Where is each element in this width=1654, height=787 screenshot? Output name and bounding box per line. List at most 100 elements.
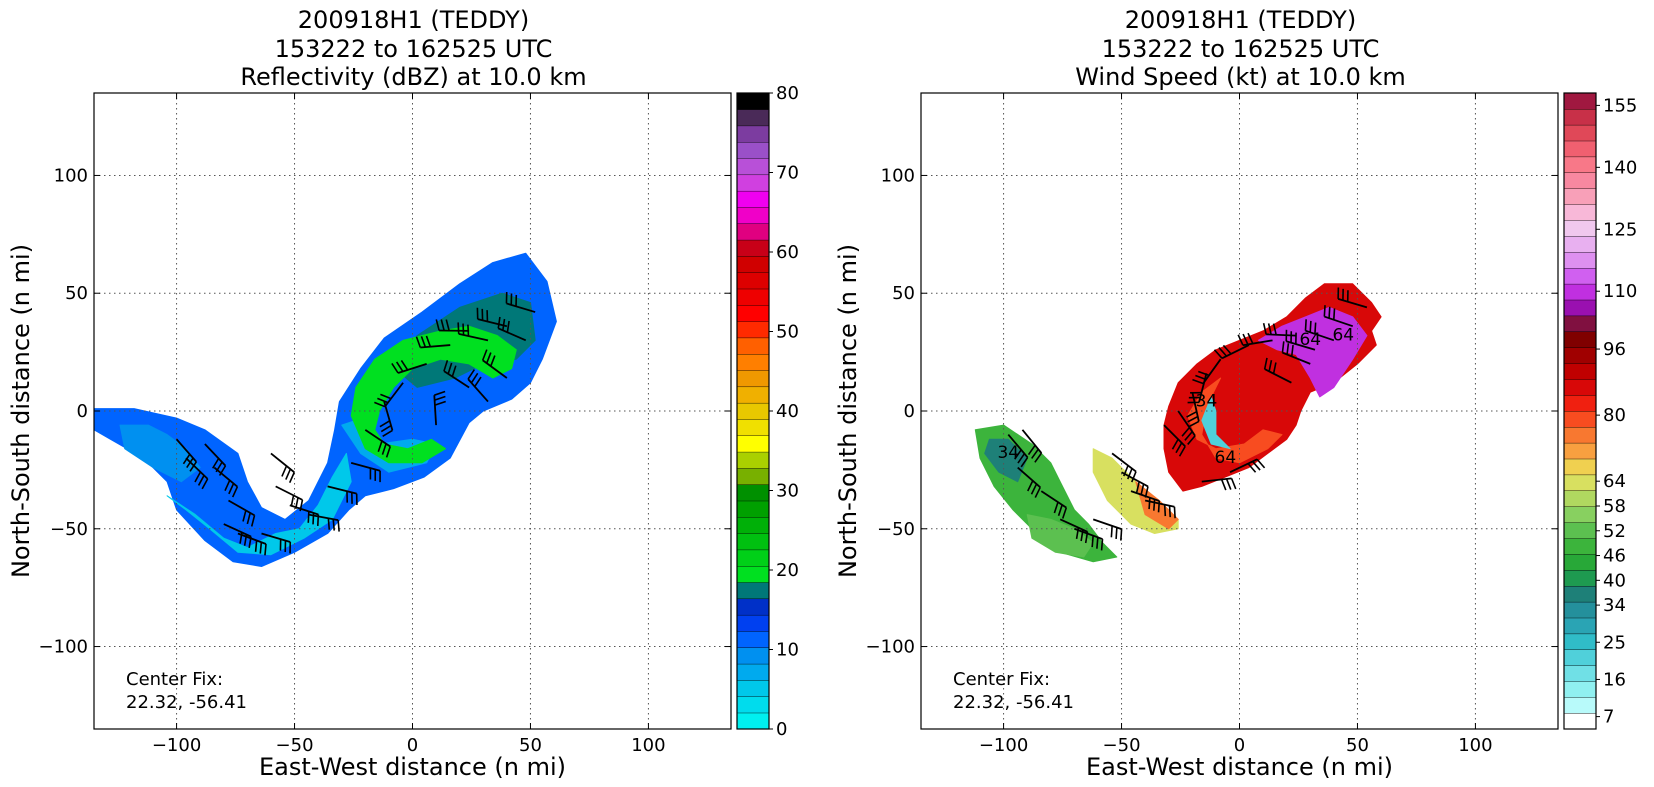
- wind-barb: [476, 307, 508, 328]
- colorbar-tick-label: 10: [776, 640, 799, 661]
- colorbar-segment: [736, 386, 770, 404]
- colorbar-segment: [736, 679, 770, 697]
- wind-barb: [1229, 458, 1266, 474]
- wind-barb: [1187, 373, 1208, 404]
- colorbar-segment: [736, 451, 770, 469]
- wind-barb: [391, 359, 427, 374]
- colorbar-tick-label: 125: [1603, 219, 1637, 240]
- plot-area: 34 64 64 64 34: [921, 93, 1558, 729]
- colorbar-segment: [736, 582, 770, 600]
- contour-label: 34: [997, 443, 1019, 463]
- colorbar-segment: [1563, 569, 1597, 587]
- colorbar-segment: [1563, 665, 1597, 682]
- y-tick-label: 0: [904, 401, 915, 422]
- data-region-2: [1026, 514, 1094, 558]
- y-tick-label: 50: [892, 283, 915, 304]
- colorbar-segment: [1563, 712, 1597, 730]
- colorbar-segment: [736, 337, 770, 355]
- x-tick-label: 50: [519, 735, 542, 756]
- wind-barb: [327, 485, 358, 506]
- x-axis-label: East-West distance (n mi): [259, 753, 566, 781]
- wind-barb: [1130, 490, 1161, 513]
- colorbar-segment: [1563, 681, 1597, 698]
- colorbar-segment: [1563, 235, 1597, 253]
- wind-barb: [1337, 287, 1368, 309]
- wind-barb: [1237, 332, 1273, 347]
- wind-barb: [1092, 518, 1123, 541]
- wind-barb: [350, 461, 381, 483]
- y-tick-label: −50: [877, 519, 915, 540]
- colorbar-tick-label: 80: [1603, 405, 1626, 426]
- x-tick-label: 0: [1234, 735, 1245, 756]
- wind-barb: [270, 452, 296, 484]
- title-line-3: Reflectivity (dBZ) at 10.0 km: [240, 63, 587, 91]
- wind-barb: [308, 513, 340, 532]
- colorbar-segment: [736, 630, 770, 648]
- colorbar-segment: [736, 402, 770, 420]
- x-tick-label: 0: [407, 735, 418, 756]
- colorbar-segment: [1563, 426, 1597, 444]
- colorbar-segment: [736, 418, 770, 436]
- wind-barb: [237, 532, 267, 556]
- data-region-2: [119, 424, 201, 483]
- wind-barb: [213, 466, 239, 498]
- colorbar-frame: [1563, 92, 1597, 730]
- wind-barb: [467, 369, 489, 403]
- colorbar-segment: [1563, 108, 1597, 126]
- colorbar-tick-label: 46: [1603, 546, 1626, 567]
- colorbar-tick-label: 64: [1603, 471, 1626, 492]
- colorbar-segment: [736, 467, 770, 485]
- wind-barb: [1281, 341, 1311, 365]
- wind-barb: [457, 322, 489, 342]
- colorbar-segment: [1563, 394, 1597, 412]
- x-tick-label: −50: [1103, 735, 1141, 756]
- colorbar-tick-label: 20: [776, 560, 799, 581]
- colorbar-segment: [1563, 156, 1597, 174]
- colorbar-segment: [1563, 522, 1597, 539]
- colorbar-segment: [736, 239, 770, 257]
- wind-barb: [497, 316, 527, 342]
- x-tick-label: −50: [276, 735, 314, 756]
- colorbar-tick-label: 58: [1603, 496, 1626, 517]
- wind-barb: [1323, 305, 1354, 328]
- wind-barb: [1192, 358, 1222, 385]
- colorbar-tick-label: 140: [1603, 157, 1637, 178]
- colorbar-segment: [1563, 633, 1597, 650]
- colorbar-segment: [736, 321, 770, 339]
- y-tick-label: −50: [50, 519, 88, 540]
- contour-label: 64: [1299, 330, 1321, 350]
- colorbar-segment: [736, 92, 770, 110]
- colorbar-segment: [736, 206, 770, 224]
- colorbar-tick-label: 7: [1603, 707, 1614, 728]
- colorbar-segment: [1563, 490, 1597, 507]
- wind-barb: [275, 485, 304, 512]
- colorbar-segment: [736, 370, 770, 388]
- x-tick-label: −100: [152, 735, 201, 756]
- colorbar-segment: [1563, 697, 1597, 714]
- x-tick-label: 100: [631, 735, 665, 756]
- wind-barb: [1263, 357, 1292, 384]
- x-tick-label: 50: [1346, 735, 1369, 756]
- title-line-3: Wind Speed (kt) at 10.0 km: [1075, 63, 1406, 91]
- colorbar-segment: [736, 516, 770, 534]
- wind-barb: [1285, 329, 1316, 351]
- wind-barb: [1177, 410, 1196, 445]
- y-tick-label: 0: [77, 401, 88, 422]
- colorbar-segment: [1563, 124, 1597, 142]
- colorbar-tick-label: 30: [776, 481, 799, 502]
- colorbar-segment: [736, 255, 770, 273]
- wind-barb: [1017, 466, 1041, 498]
- data-region-7: [1187, 377, 1283, 464]
- title-line-2: 153222 to 162525 UTC: [1101, 34, 1380, 63]
- colorbar-tick-label: 25: [1603, 632, 1626, 653]
- colorbar-segment: [1563, 363, 1597, 380]
- colorbar-segment: [736, 223, 770, 241]
- colorbar-segment: [736, 712, 770, 730]
- center-fix-annotation: 22.32, -56.41: [953, 692, 1074, 713]
- reflectivity-title: 200918H1 (TEDDY) 153222 to 162525 UTC Re…: [0, 6, 827, 92]
- center-fix-annotation: Center Fix:: [126, 669, 223, 690]
- center-fix-annotation: 22.32, -56.41: [126, 692, 247, 713]
- title-line-2: 153222 to 162525 UTC: [274, 34, 553, 63]
- colorbar-segment: [736, 663, 770, 681]
